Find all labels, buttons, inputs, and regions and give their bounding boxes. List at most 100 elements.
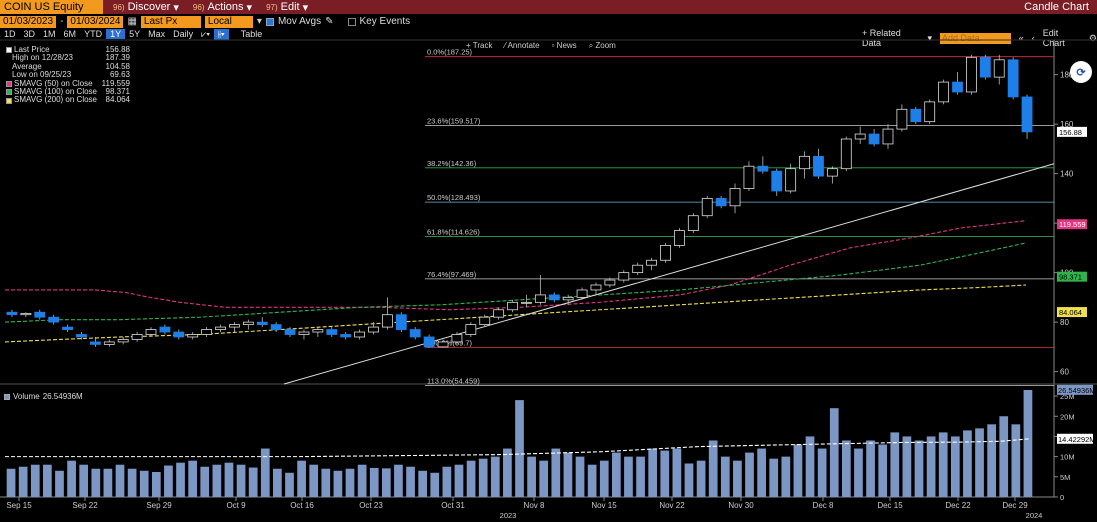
- sma100-line: [4, 242, 1027, 323]
- fib-label: 23.6%(159.517): [427, 116, 481, 125]
- volume-bar: [345, 468, 355, 497]
- volume-bar: [333, 470, 343, 497]
- sma200-line: [4, 284, 1027, 343]
- calendar-icon[interactable]: ▦: [127, 16, 137, 27]
- period-6m[interactable]: 6M: [63, 29, 77, 39]
- volume-bar: [115, 464, 125, 497]
- candle-body: [507, 301, 518, 311]
- candle-body: [89, 341, 101, 345]
- chevron-down-icon[interactable]: ▾: [927, 32, 933, 43]
- candle-body: [215, 326, 226, 330]
- zoom-tool[interactable]: ⌕ Zoom: [588, 41, 616, 50]
- mov-avgs-checkbox[interactable]: [265, 17, 274, 26]
- volume-bar: [938, 432, 948, 497]
- start-date-field[interactable]: 01/03/2023: [0, 15, 57, 28]
- related-data-button[interactable]: + Related Data: [862, 28, 901, 48]
- candle-body: [340, 334, 352, 338]
- table-button[interactable]: Table: [240, 29, 263, 39]
- price-tag-label: 119.559: [1059, 220, 1086, 229]
- period-1m[interactable]: 1M: [43, 29, 56, 39]
- price-tick-label: 60: [1060, 368, 1069, 377]
- add-data-input[interactable]: Add Data: [940, 32, 1011, 44]
- legend-value: 156.88: [105, 45, 130, 54]
- edit-menu[interactable]: 97) Edit ▾: [262, 1, 312, 14]
- pencil-icon[interactable]: ✎: [325, 16, 334, 27]
- ticker-field[interactable]: COIN US Equity: [0, 0, 103, 14]
- candle-body: [479, 316, 491, 326]
- candle-body: [562, 296, 574, 301]
- volume-bar: [91, 468, 101, 497]
- window-title: Candle Chart: [1024, 1, 1089, 13]
- chart-legend: Last Price 156.88 High on 12/28/23 187.39 Av…: [6, 45, 130, 105]
- period-5y[interactable]: 5Y: [129, 29, 141, 39]
- moving-averages: [4, 220, 1027, 343]
- chevron-left-icon[interactable]: ‹: [1031, 33, 1035, 43]
- price-tag: [1057, 126, 1087, 137]
- period-max[interactable]: Max: [148, 29, 166, 39]
- period-3d[interactable]: 3D: [23, 29, 36, 39]
- chevron-down-icon[interactable]: ▾: [256, 16, 262, 27]
- volume-bar: [963, 430, 972, 497]
- price-tag-label: 156.88: [1059, 128, 1082, 137]
- volume-bar: [224, 462, 234, 497]
- actions-menu[interactable]: 96) Actions ▾: [189, 1, 256, 14]
- legend-label: SMAVG (200) on Close: [6, 96, 97, 104]
- volume-bar: [151, 471, 161, 497]
- candle-chart-icon[interactable]: ⫲▾: [213, 28, 229, 40]
- candle-body: [103, 341, 115, 345]
- chevron-down-icon: ▾: [302, 1, 309, 14]
- fib-label: 61.8%(114.626): [427, 227, 480, 236]
- volume-bar: [394, 464, 403, 497]
- volume-bar: [43, 464, 52, 497]
- volume-bar: [381, 468, 391, 497]
- time-tick-label: Sep 22: [72, 501, 98, 510]
- time-tick-label: Dec 15: [877, 501, 903, 510]
- assistant-icon[interactable]: ⟳: [1070, 61, 1092, 83]
- candle-body: [173, 331, 185, 338]
- candle-body: [1021, 96, 1033, 133]
- key-events-checkbox[interactable]: [347, 17, 356, 26]
- volume-bar: [708, 440, 718, 497]
- candle-body: [687, 215, 699, 231]
- legend-swatch: [6, 64, 10, 70]
- volume-bar: [30, 464, 40, 497]
- period-1d[interactable]: 1D: [4, 29, 16, 39]
- volume-bar: [127, 468, 137, 497]
- volume-bar: [563, 452, 573, 497]
- field-selector[interactable]: Last Px: [140, 15, 201, 28]
- chevron-down-icon: ▾: [246, 1, 253, 14]
- volume-bar: [527, 456, 536, 497]
- time-axis: Sep 15 Sep 22 Sep 29 Oct 9 Oct 16 Oct 23 Oct 3…: [6, 497, 1042, 520]
- price-tag-label: 98.371: [1059, 273, 1082, 282]
- key-events-label: Key Events: [359, 16, 411, 27]
- gear-icon[interactable]: ⚙: [1088, 32, 1097, 43]
- period-1y[interactable]: 1Y: [106, 29, 126, 39]
- end-date-field[interactable]: 01/03/2024: [67, 15, 124, 28]
- volume-bar: [999, 416, 1009, 497]
- collapse-icon[interactable]: «: [1018, 33, 1024, 43]
- line-chart-icon[interactable]: ⩗▾: [201, 28, 210, 39]
- legend-label: Average: [6, 62, 42, 71]
- volume-bar: [817, 448, 827, 497]
- parameters-bar: 01/03/2023 - 01/03/2024 ▦ Last Px Local …: [0, 15, 1097, 39]
- annotate-tool[interactable]: ⁄ Annotate: [504, 41, 540, 50]
- volume-bar: [926, 436, 936, 497]
- discover-menu[interactable]: 96) Discover ▾: [109, 1, 183, 14]
- frequency-selector[interactable]: Daily: [173, 29, 194, 39]
- volume-bar: [587, 464, 597, 497]
- track-tool[interactable]: + Track: [466, 41, 493, 50]
- period-ytd[interactable]: YTD: [84, 29, 103, 39]
- volume-bar: [139, 470, 149, 497]
- price-tag: [1057, 219, 1087, 230]
- candle-body: [270, 324, 282, 330]
- candle-body: [521, 301, 532, 304]
- volume-bar: [478, 458, 488, 497]
- year-label: 2024: [1026, 511, 1043, 520]
- trendline[interactable]: [283, 163, 1055, 385]
- news-tool[interactable]: ▫ News: [551, 41, 577, 50]
- candle-body: [618, 272, 630, 281]
- volume-bar: [200, 466, 210, 497]
- trendline-line[interactable]: [283, 163, 1055, 385]
